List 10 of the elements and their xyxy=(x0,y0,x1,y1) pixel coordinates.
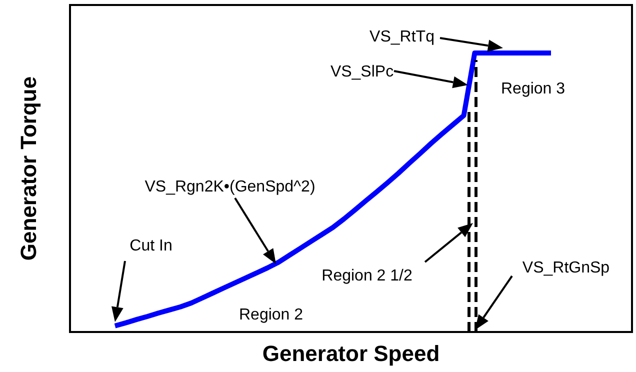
annotation: Region 3 xyxy=(500,80,566,98)
annotation: Cut In xyxy=(130,237,172,254)
annotation: VS_RtGnSp xyxy=(522,259,610,276)
annotation: Region 2 1/2 xyxy=(322,267,412,284)
annotation: VS_Rgn2K•(GenSpd^2) xyxy=(144,178,316,196)
x-axis-title: Generator Speed xyxy=(262,341,440,366)
annotation: VS_SlPc xyxy=(330,63,394,80)
text: VS_RtTq xyxy=(370,28,434,46)
annotation: Region 2 xyxy=(238,306,304,324)
y-axis-title: Generator Torque xyxy=(16,76,42,261)
